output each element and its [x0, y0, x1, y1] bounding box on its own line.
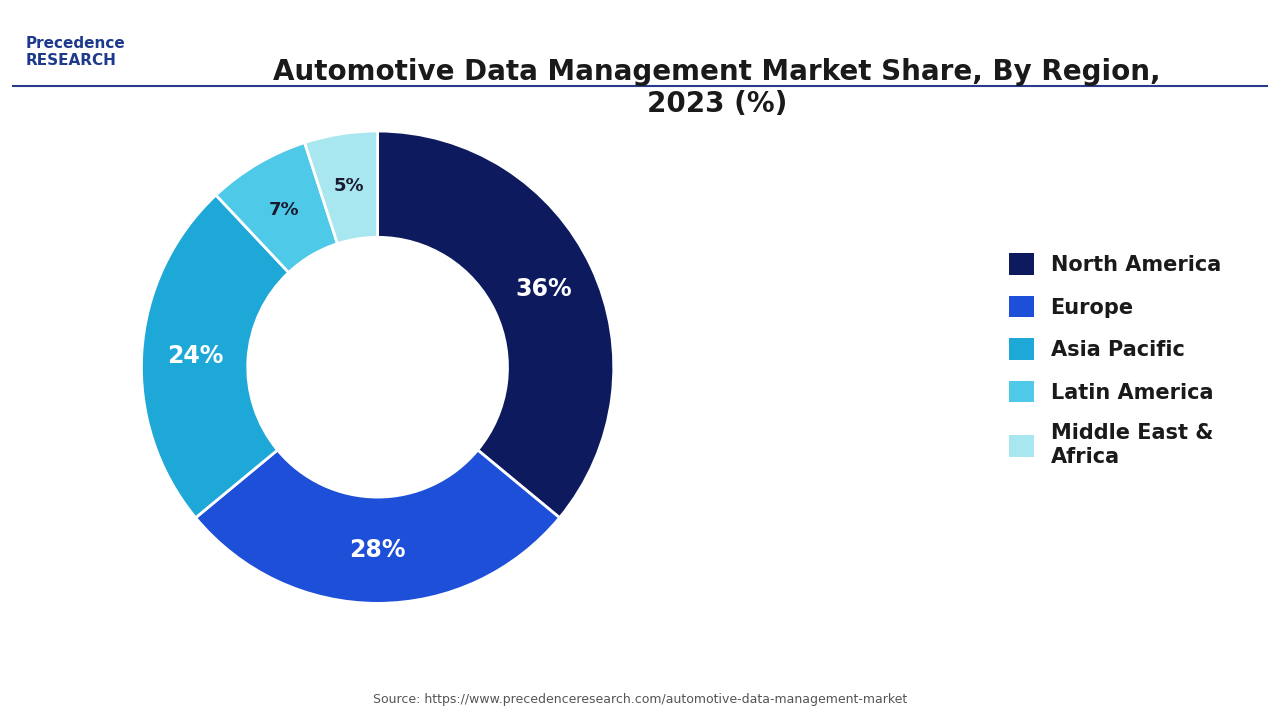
Wedge shape — [196, 450, 559, 603]
Text: Precedence
RESEARCH: Precedence RESEARCH — [26, 36, 125, 68]
Text: Source: https://www.precedenceresearch.com/automotive-data-management-market: Source: https://www.precedenceresearch.c… — [372, 693, 908, 706]
Wedge shape — [216, 143, 338, 272]
Wedge shape — [142, 195, 289, 518]
Text: 24%: 24% — [166, 343, 223, 368]
Legend: North America, Europe, Asia Pacific, Latin America, Middle East &
Africa: North America, Europe, Asia Pacific, Lat… — [998, 243, 1231, 477]
Wedge shape — [305, 131, 378, 243]
Text: 5%: 5% — [334, 177, 365, 195]
Text: Automotive Data Management Market Share, By Region,
2023 (%): Automotive Data Management Market Share,… — [273, 58, 1161, 118]
Text: 36%: 36% — [515, 277, 571, 301]
Text: 28%: 28% — [349, 539, 406, 562]
Text: 7%: 7% — [269, 201, 300, 219]
Wedge shape — [378, 131, 613, 518]
